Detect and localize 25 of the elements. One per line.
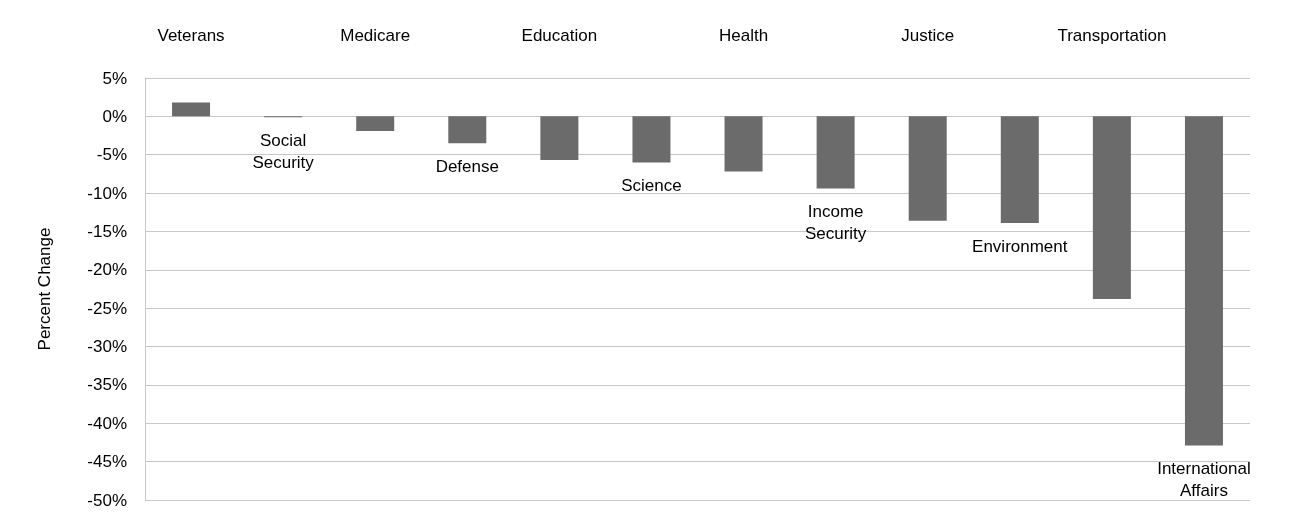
x-tick-label: Social Security (252, 130, 315, 172)
y-tick-label: -40% (87, 413, 127, 433)
y-tick-label: -5% (96, 145, 127, 165)
y-tick-label: -30% (87, 337, 127, 357)
y-tick-label: -10% (87, 183, 127, 203)
y-tick-label: -20% (87, 260, 127, 280)
x-tick-label: Transportation (1057, 26, 1167, 45)
y-tick-label: -45% (87, 452, 127, 472)
x-tick-label: Veterans (157, 26, 225, 45)
x-tick-label: Medicare (340, 26, 411, 45)
x-tick-label: Environment (972, 236, 1068, 256)
x-tick-label: Justice (901, 26, 955, 45)
x-tick-label: International Affairs (1157, 459, 1251, 501)
y-tick-label: -50% (87, 490, 127, 510)
x-tick-label: Income Security (804, 201, 867, 243)
x-tick-label: Health (718, 26, 769, 45)
x-tick-label: Defense (435, 156, 499, 176)
y-tick-label: -35% (87, 375, 127, 395)
y-tick-label: -25% (87, 298, 127, 318)
y-tick-label: -15% (87, 221, 127, 241)
x-tick-label: Education (521, 26, 598, 45)
y-tick-label: 0% (102, 106, 127, 126)
y-tick-label: 5% (102, 68, 127, 88)
x-tick-label: Science (621, 175, 682, 195)
y-axis-title: Percent Change (35, 227, 54, 351)
